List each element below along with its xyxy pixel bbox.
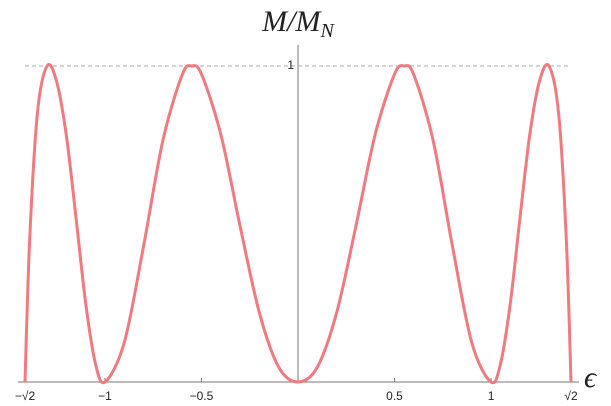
y-label-main: M/M	[261, 5, 322, 38]
x-tick-label: 0.5	[386, 389, 403, 403]
x-tick-label: √2	[564, 389, 578, 403]
y-tick-label: 1	[287, 58, 294, 72]
x-tick-label: −√2	[15, 389, 36, 403]
x-tick-label: −1	[98, 389, 112, 403]
y-axis-label: M/MN	[261, 5, 335, 42]
data-line	[23, 63, 573, 385]
x-tick-label: −0.5	[190, 389, 214, 403]
x-tick-label: 1	[488, 389, 495, 403]
x-axis-label: ϵ	[584, 361, 598, 394]
y-label-sub: N	[319, 20, 335, 42]
